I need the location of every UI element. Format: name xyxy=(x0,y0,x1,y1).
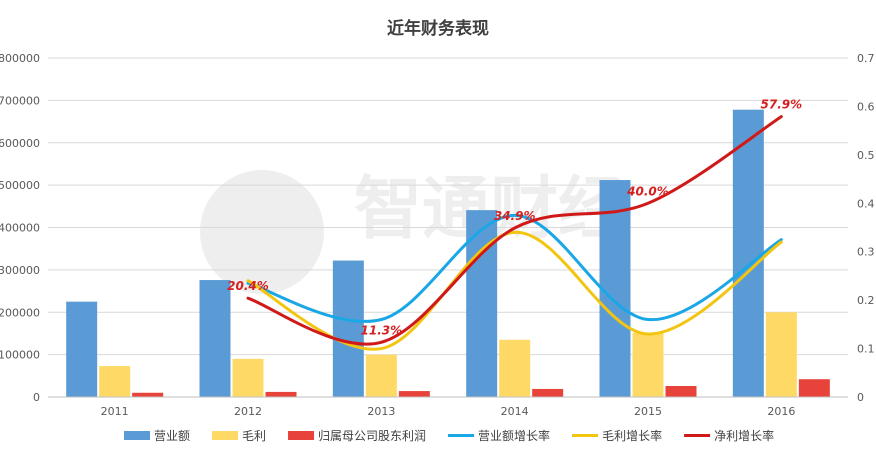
data-label: 34.9% xyxy=(494,209,536,223)
y-right-tick-label: 0.5 xyxy=(857,149,875,162)
legend-item: 毛利增长率 xyxy=(572,428,662,443)
legend-label: 营业额 xyxy=(154,429,190,443)
y-right-tick-label: 0.2 xyxy=(857,294,875,307)
x-tick-label: 2013 xyxy=(367,405,395,418)
bar-2-2011 xyxy=(99,366,131,397)
legend-label: 毛利 xyxy=(242,429,266,443)
chart-title: 近年财务表现 xyxy=(387,18,489,39)
y-left-tick-label: 700000 xyxy=(0,94,40,107)
grid xyxy=(48,57,848,398)
bar-1-2016 xyxy=(732,109,764,397)
data-labels: 20.4% 11.3% 34.9% 40.0% 57.9% xyxy=(227,98,802,338)
y-right-tick-label: 0.6 xyxy=(857,100,875,113)
legend-label: 营业额增长率 xyxy=(478,428,550,443)
line-series-3 xyxy=(246,115,783,346)
data-label: 40.0% xyxy=(626,184,669,198)
lines xyxy=(246,115,783,351)
x-tick-label: 2014 xyxy=(501,405,529,418)
bar-3-2015 xyxy=(665,385,697,397)
y-right-tick-label: 0.1 xyxy=(857,343,875,356)
y-left-tick-label: 0 xyxy=(33,391,40,404)
legend-label: 毛利增长率 xyxy=(602,428,662,443)
y-right-tick-label: 0.7 xyxy=(857,52,875,65)
data-label: 57.9% xyxy=(761,98,803,112)
legend-swatch xyxy=(124,431,150,440)
legend-item: 营业额 xyxy=(124,429,190,443)
x-tick-label: 2012 xyxy=(234,405,262,418)
y-left-tick-label: 800000 xyxy=(0,52,40,65)
legend: 营业额 毛利 归属母公司股东利润 营业额增长率 毛利增长率 净利增长率 xyxy=(124,428,774,443)
bar-3-2011 xyxy=(132,392,164,397)
bar-3-2012 xyxy=(265,391,297,397)
watermark: 智通财经 xyxy=(200,170,626,294)
bar-2-2013 xyxy=(365,354,397,397)
data-label: 11.3% xyxy=(361,323,403,337)
y-left-tick-label: 300000 xyxy=(0,264,40,277)
y-left-tick-label: 500000 xyxy=(0,179,40,192)
legend-item: 净利增长率 xyxy=(684,428,774,443)
data-label: 20.4% xyxy=(227,279,269,293)
bar-3-2016 xyxy=(798,379,830,397)
bar-3-2014 xyxy=(532,388,564,397)
legend-item: 营业额增长率 xyxy=(448,428,550,443)
x-tick-label: 2015 xyxy=(634,405,662,418)
bar-1-2015 xyxy=(599,180,631,397)
x-tick-label: 2011 xyxy=(101,405,129,418)
x-tick-label: 2016 xyxy=(767,405,795,418)
legend-label: 净利增长率 xyxy=(714,428,774,443)
bar-1-2012 xyxy=(199,280,231,397)
bar-2-2012 xyxy=(232,358,264,397)
bar-1-2013 xyxy=(332,260,364,397)
bar-1-2011 xyxy=(66,301,98,397)
bar-2-2015 xyxy=(632,332,664,397)
line-series-1 xyxy=(246,213,783,323)
y-right-tick-label: 0.3 xyxy=(857,246,875,259)
line-series-2 xyxy=(246,230,783,351)
y-right-tick-label: 0 xyxy=(857,391,864,404)
y-right-tick-label: 0.4 xyxy=(857,197,875,210)
y-left-tick-label: 100000 xyxy=(0,349,40,362)
bar-2-2016 xyxy=(765,312,797,397)
bar-3-2013 xyxy=(398,391,430,397)
y-left-tick-label: 600000 xyxy=(0,137,40,150)
legend-item: 归属母公司股东利润 xyxy=(288,429,426,443)
y-left-tick-label: 200000 xyxy=(0,306,40,319)
legend-item: 毛利 xyxy=(212,429,266,443)
bars xyxy=(66,109,830,397)
legend-label: 归属母公司股东利润 xyxy=(318,429,426,443)
watermark-logo-icon xyxy=(200,170,324,294)
y-left-tick-label: 400000 xyxy=(0,222,40,235)
axes: 0 100000 200000 300000 400000 500000 600000 700… xyxy=(0,52,875,418)
legend-swatch xyxy=(288,431,315,440)
bar-2-2014 xyxy=(499,339,531,397)
legend-swatch xyxy=(212,431,239,440)
